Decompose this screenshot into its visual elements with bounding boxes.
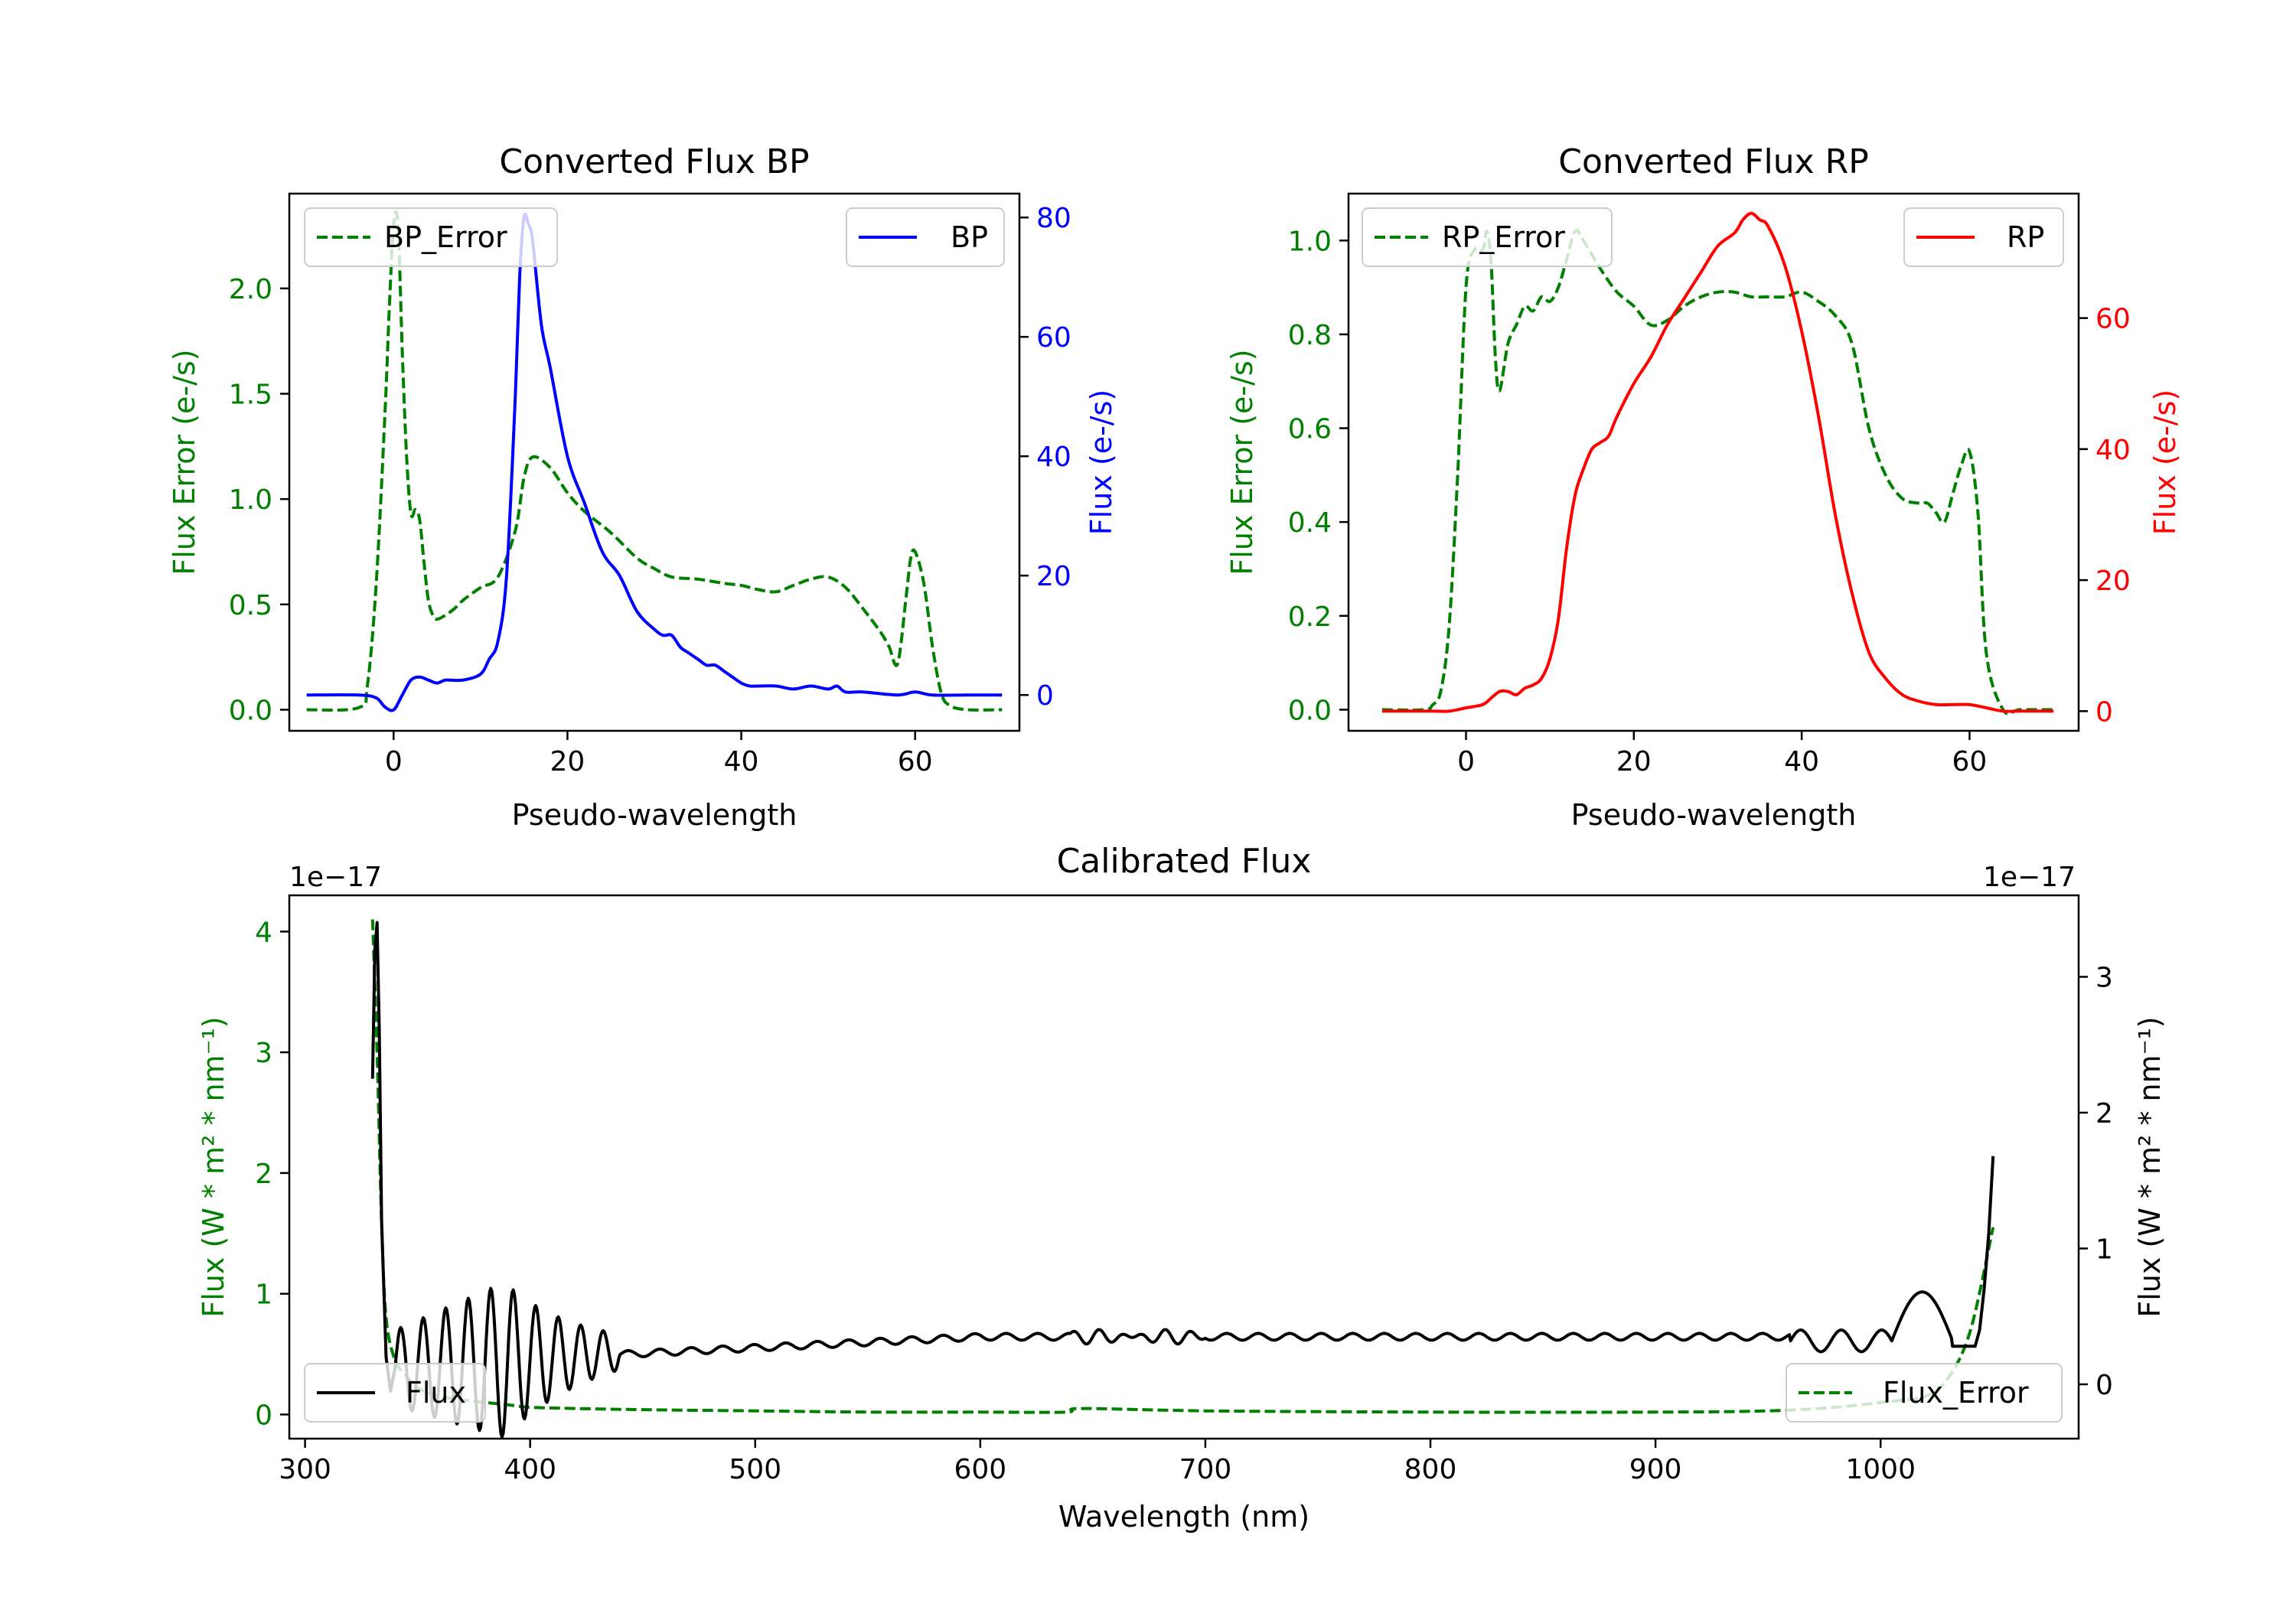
bp-x-ticks: 0 20 40 60 <box>385 731 933 777</box>
cal-ltick-label: 2 <box>255 1159 272 1190</box>
rp-rtick-label: 0 <box>2095 696 2113 728</box>
rp-xlabel: Pseudo-wavelength <box>1571 798 1857 832</box>
cal-xtick-label: 800 <box>1404 1454 1457 1485</box>
rp-legend-left: RP_Error <box>1362 207 1613 267</box>
rp-right-ticks: 0 20 40 60 <box>2079 304 2131 728</box>
bp-rtick-label: 80 <box>1036 203 1071 234</box>
bp-ltick-label: 0.0 <box>229 695 272 726</box>
rp-xtick-label: 60 <box>1952 746 1988 777</box>
panel-bp: Converted Flux BP 0 20 40 60 0.0 0.5 1.0 1.5 2.… <box>168 142 1118 832</box>
cal-xtick-label: 400 <box>504 1454 556 1485</box>
cal-axes-frame <box>288 894 2080 1440</box>
cal-right-ticks: 0 1 2 3 <box>2079 963 2113 1401</box>
cal-series-flux <box>370 921 1995 1439</box>
bp-left-ylabel: Flux Error (e-/s) <box>168 349 201 575</box>
cal-rtick-label: 1 <box>2095 1234 2113 1266</box>
rp-ltick-label: 0.8 <box>1288 320 1332 351</box>
rp-ltick-label: 0.2 <box>1288 601 1332 633</box>
rp-ltick-label: 1.0 <box>1288 226 1332 257</box>
cal-xtick-label: 500 <box>729 1454 781 1485</box>
cal-xtick-label: 900 <box>1629 1454 1682 1485</box>
bp-rtick-label: 60 <box>1036 322 1071 354</box>
bp-left-ticks: 0.0 0.5 1.0 1.5 2.0 <box>229 274 289 726</box>
rp-rtick-label: 60 <box>2095 304 2131 335</box>
rp-ltick-label: 0.6 <box>1288 414 1332 445</box>
bp-rtick-label: 40 <box>1036 442 1071 473</box>
cal-plot-area <box>370 919 1995 1439</box>
bp-title: Converted Flux BP <box>499 142 809 181</box>
cal-xtick-label: 600 <box>954 1454 1006 1485</box>
rp-series-rp-error <box>1381 229 2054 715</box>
rp-rtick-label: 20 <box>2095 566 2131 597</box>
rp-x-ticks: 0 20 40 60 <box>1457 731 1987 777</box>
cal-rtick-label: 2 <box>2095 1098 2113 1129</box>
bp-ltick-label: 2.0 <box>229 274 272 305</box>
cal-x-ticks: 300 400 500 600 700 800 900 1000 <box>279 1439 1916 1485</box>
bp-series-bp <box>306 212 1003 712</box>
rp-left-ylabel: Flux Error (e-/s) <box>1225 349 1259 575</box>
bp-axes-frame <box>288 192 1021 732</box>
bp-rtick-label: 20 <box>1036 561 1071 592</box>
rp-title: Converted Flux RP <box>1558 142 1869 181</box>
cal-ltick-label: 1 <box>255 1279 272 1311</box>
rp-axes-frame <box>1347 192 2080 732</box>
rp-xtick-label: 20 <box>1616 746 1652 777</box>
cal-xtick-label: 300 <box>279 1454 331 1485</box>
bp-right-ylabel: Flux (e-/s) <box>1084 390 1118 535</box>
cal-rtick-label: 3 <box>2095 963 2113 994</box>
bp-plot-area <box>306 210 1003 712</box>
bp-xtick-label: 20 <box>550 746 585 777</box>
bp-ltick-label: 0.5 <box>229 590 272 621</box>
rp-series-rp <box>1381 211 2054 713</box>
rp-left-ticks: 0.0 0.2 0.4 0.6 0.8 1.0 <box>1288 226 1349 726</box>
cal-right-ylabel: Flux (W * m² * nm⁻¹) <box>2133 1016 2167 1317</box>
cal-left-offset-text: 1e−17 <box>289 862 382 893</box>
bp-xlabel: Pseudo-wavelength <box>512 798 797 832</box>
bp-xtick-label: 60 <box>898 746 933 777</box>
cal-title: Calibrated Flux <box>1057 842 1312 881</box>
cal-legend-left: Flux <box>304 1363 486 1423</box>
rp-ltick-label: 0.0 <box>1288 695 1332 726</box>
bp-right-ticks: 0 20 40 60 80 <box>1019 203 1071 712</box>
bp-rtick-label: 0 <box>1036 680 1054 712</box>
cal-xtick-label: 1000 <box>1845 1454 1916 1485</box>
legend-rp-error: RP_Error <box>1442 220 1565 254</box>
legend-rp: RP <box>2007 220 2044 254</box>
cal-ltick-label: 3 <box>255 1038 272 1069</box>
rp-legend-right: RP <box>1903 207 2064 267</box>
rp-plot-area <box>1381 211 2054 715</box>
rp-rtick-label: 40 <box>2095 435 2131 466</box>
bp-ltick-label: 1.5 <box>229 380 272 411</box>
rp-ltick-label: 0.4 <box>1288 507 1332 539</box>
bp-xtick-label: 0 <box>385 746 403 777</box>
legend-bp-error: BP_Error <box>384 220 507 254</box>
cal-rtick-label: 0 <box>2095 1370 2113 1401</box>
bp-legend-left: BP_Error <box>304 207 558 267</box>
cal-left-ylabel: Flux (W * m² * nm⁻¹) <box>197 1016 230 1317</box>
bp-xtick-label: 40 <box>724 746 759 777</box>
rp-xtick-label: 40 <box>1784 746 1819 777</box>
panel-rp: Converted Flux RP 0 20 40 60 0.00.20.40.60.… <box>1225 142 2182 832</box>
cal-xtick-label: 700 <box>1179 1454 1232 1485</box>
panel-calibrated: Calibrated Flux 300 400 500 600 700 800 900 100… <box>197 842 2167 1534</box>
legend-bp: BP <box>951 220 988 254</box>
bp-legend-right: BP <box>846 207 1005 267</box>
rp-right-ylabel: Flux (e-/s) <box>2148 390 2182 535</box>
rp-xtick-label: 0 <box>1457 746 1475 777</box>
cal-ltick-label: 4 <box>255 917 272 948</box>
bp-series-bp-error <box>306 210 1003 712</box>
cal-legend-right: Flux_Error <box>1786 1363 2063 1423</box>
cal-left-ticks: 0 1 2 3 4 <box>255 917 289 1431</box>
legend-flux: Flux <box>406 1376 466 1410</box>
cal-xlabel: Wavelength (nm) <box>1058 1500 1309 1534</box>
cal-ltick-label: 0 <box>255 1400 272 1431</box>
cal-right-offset-text: 1e−17 <box>1983 862 2076 893</box>
bp-ltick-label: 1.0 <box>229 484 272 516</box>
legend-flux-error: Flux_Error <box>1883 1376 2029 1410</box>
